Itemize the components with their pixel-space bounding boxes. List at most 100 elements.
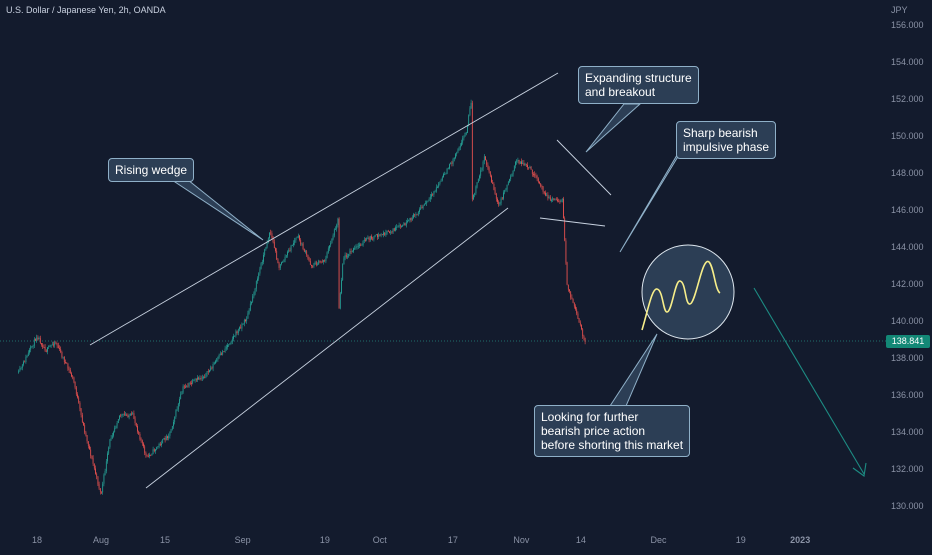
candle-body	[133, 413, 135, 419]
price-tick-label: 134.000	[891, 427, 924, 437]
candle-body	[234, 335, 236, 337]
time-tick-label: 19	[320, 535, 330, 545]
candle-body	[429, 196, 431, 200]
candle-body	[410, 218, 412, 221]
candle-body	[581, 324, 582, 330]
projection-wave	[641, 261, 721, 331]
candle-body	[398, 225, 400, 227]
candle-body	[176, 409, 178, 411]
expanding-pointer	[585, 103, 642, 153]
candle-body	[116, 423, 118, 426]
candle-body	[559, 201, 561, 203]
candle-body	[567, 284, 569, 290]
candle-body	[60, 348, 62, 352]
candle-body	[168, 435, 170, 439]
candle-body	[560, 199, 562, 202]
candle-body	[533, 174, 534, 175]
candle-body	[207, 371, 209, 372]
candle-body	[432, 194, 434, 196]
candle-body	[103, 475, 105, 484]
callout-text: before shorting this market	[541, 438, 684, 452]
candle-body	[463, 136, 465, 139]
candle-body	[339, 293, 341, 309]
candle-body	[519, 161, 521, 164]
candle-body	[182, 386, 184, 393]
candle-body	[342, 264, 344, 281]
candle-body	[344, 255, 346, 259]
candle-body	[125, 414, 126, 416]
candle-body	[110, 438, 112, 440]
candle-body	[249, 303, 251, 311]
candle-body	[283, 260, 285, 263]
expanding-lower-line	[539, 217, 606, 227]
candle-body	[509, 179, 510, 182]
candle-body	[348, 254, 350, 257]
candle-body	[323, 260, 324, 262]
candle-body	[576, 309, 578, 314]
candle-body	[123, 413, 125, 415]
time-tick-label: 2023	[790, 535, 810, 545]
candle-body	[404, 223, 406, 226]
candle-body	[535, 175, 537, 177]
candle-body	[114, 428, 116, 433]
candle-body	[577, 313, 579, 319]
candle-body	[261, 261, 263, 264]
time-tick-label: 17	[448, 535, 458, 545]
callout-sharp-bearish: Sharp bearish impulsive phase	[676, 121, 777, 159]
candle-body	[539, 181, 540, 184]
time-tick-label: 18	[32, 535, 42, 545]
candle-body	[150, 454, 152, 456]
candle-body	[428, 199, 430, 201]
candle-body	[30, 346, 32, 350]
candle-body	[209, 370, 210, 372]
candle-body	[473, 194, 474, 200]
candle-body	[197, 377, 198, 380]
candle-body	[79, 402, 81, 409]
candle-body	[405, 221, 407, 226]
candle-body	[243, 320, 245, 324]
candle-body	[413, 214, 414, 218]
candle-body	[127, 415, 129, 418]
candle-body	[333, 229, 335, 236]
candle-body	[56, 343, 58, 346]
candle-body	[546, 194, 548, 196]
candle-body	[137, 426, 138, 432]
candle-body	[385, 232, 387, 236]
callout-expanding-structure: Expanding structure and breakout	[578, 66, 699, 104]
candle-body	[227, 345, 228, 348]
candle-body	[259, 268, 261, 274]
price-axis[interactable]: 156.000 154.000 152.000 150.000 148.000 146.0…	[891, 20, 924, 511]
candle-body	[237, 329, 239, 333]
candle-body	[362, 241, 364, 245]
candle-body	[557, 199, 558, 202]
candle-body	[409, 218, 411, 221]
candle-body	[36, 337, 38, 341]
candle-body	[277, 259, 279, 264]
candle-body	[300, 240, 302, 245]
time-axis[interactable]: 18 Aug 15 Sep 19 Oct 17 Nov 14 Dec 19 2023	[32, 535, 810, 545]
candle-body	[419, 209, 420, 212]
candle-body	[271, 233, 273, 238]
candle-body	[464, 133, 466, 137]
candle-body	[23, 361, 24, 365]
candle-body	[444, 174, 446, 175]
candle-body	[356, 246, 358, 247]
candle-body	[524, 164, 526, 166]
candle-body	[512, 171, 514, 175]
candle-body	[107, 453, 108, 462]
candle-body	[258, 273, 260, 279]
candle-body	[503, 192, 504, 199]
candle-body	[102, 483, 104, 493]
candle-body	[495, 193, 497, 199]
candle-body	[393, 228, 395, 231]
candle-body	[497, 198, 498, 202]
candle-body	[302, 243, 304, 250]
candle-body	[173, 422, 174, 427]
candle-body	[26, 356, 28, 357]
candle-body	[549, 197, 551, 201]
candle-body	[290, 245, 292, 251]
candle-body	[443, 174, 444, 178]
candle-body	[433, 191, 435, 195]
candle-body	[115, 425, 117, 429]
candle-body	[91, 455, 93, 459]
